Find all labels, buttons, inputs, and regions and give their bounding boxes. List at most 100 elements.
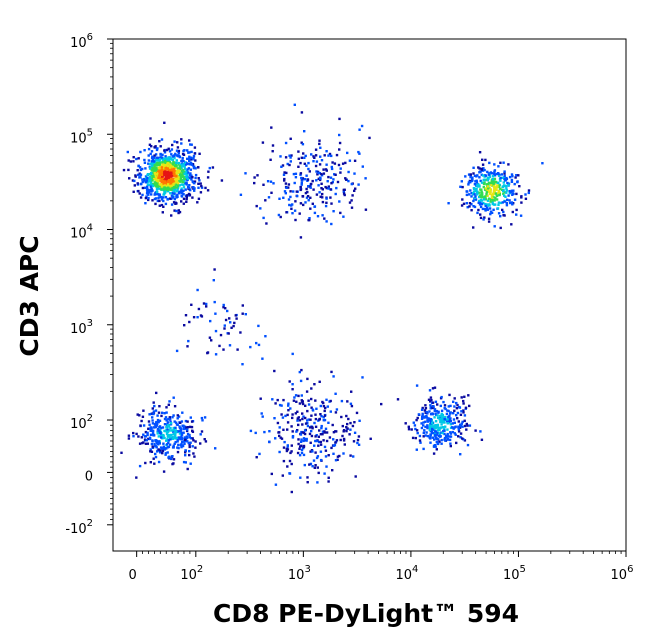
event-dot — [477, 166, 480, 169]
event-dot — [165, 426, 168, 429]
event-dot — [294, 200, 297, 203]
event-dot — [335, 186, 338, 190]
event-dot — [166, 421, 169, 424]
event-dot — [190, 178, 193, 181]
event-dot — [203, 416, 207, 419]
event-dot — [297, 416, 300, 419]
event-dot — [489, 198, 493, 201]
event-dot — [339, 438, 342, 442]
event-dot — [297, 423, 300, 427]
event-dot — [479, 179, 482, 183]
event-dot — [153, 146, 156, 149]
event-dot — [507, 183, 510, 187]
event-dot — [148, 175, 152, 179]
x-tick-label: 105 — [503, 564, 526, 583]
event-dot — [148, 178, 152, 182]
event-dot — [282, 196, 285, 199]
event-dot — [364, 177, 367, 180]
event-dot — [443, 406, 446, 410]
event-dot — [428, 389, 432, 392]
event-dot — [274, 437, 277, 440]
event-dot — [162, 184, 165, 188]
event-dot — [158, 419, 162, 422]
event-dot — [175, 349, 179, 353]
event-dot — [222, 303, 225, 307]
event-dot — [300, 181, 303, 184]
event-dot — [455, 402, 458, 405]
event-dot — [501, 176, 504, 179]
event-dot — [149, 461, 152, 464]
event-dot — [291, 436, 295, 439]
event-dot — [166, 451, 169, 454]
event-dot — [436, 423, 440, 427]
event-dot — [436, 442, 439, 446]
event-dot — [281, 474, 284, 477]
event-dot — [312, 188, 315, 191]
event-dot — [307, 403, 311, 406]
event-dot — [184, 171, 188, 174]
event-dot — [456, 417, 459, 420]
event-dot — [190, 162, 193, 165]
event-dot — [166, 170, 169, 174]
event-dot — [446, 432, 449, 436]
event-dot — [228, 344, 232, 347]
event-dot — [149, 433, 153, 436]
event-dot — [353, 421, 356, 424]
event-dot — [444, 425, 447, 428]
event-dot — [483, 216, 486, 219]
event-dot — [497, 181, 500, 185]
event-dot — [440, 438, 443, 442]
event-dot — [162, 445, 165, 448]
event-dot — [478, 199, 481, 203]
event-dot — [323, 414, 327, 417]
event-dot — [481, 207, 485, 211]
event-dot — [269, 180, 273, 183]
event-dot — [171, 196, 174, 199]
event-dot — [527, 191, 530, 195]
event-dot — [342, 188, 345, 192]
event-dot — [156, 432, 159, 435]
event-dot — [473, 193, 476, 196]
event-dot — [177, 152, 180, 155]
event-dot — [151, 440, 154, 443]
event-dot — [493, 177, 497, 181]
event-dot — [496, 184, 499, 187]
event-dot — [495, 198, 499, 201]
event-dot — [138, 414, 141, 417]
event-dot — [298, 419, 302, 422]
event-dot — [188, 453, 191, 457]
event-dot — [472, 205, 475, 208]
event-dot — [180, 431, 183, 434]
event-dot — [493, 163, 496, 166]
event-dot — [175, 149, 179, 152]
event-dot — [508, 199, 511, 202]
event-dot — [433, 433, 437, 436]
event-dot — [177, 163, 180, 166]
event-dot — [145, 192, 149, 195]
event-dot — [421, 406, 424, 410]
event-dot — [167, 456, 170, 459]
event-dot — [188, 450, 191, 453]
event-dot — [158, 442, 161, 445]
event-dot — [180, 142, 183, 145]
event-dot — [148, 162, 152, 166]
event-dot — [300, 111, 304, 114]
event-dot — [484, 187, 488, 190]
event-dot — [311, 408, 314, 411]
event-dot — [482, 167, 485, 170]
event-dot — [157, 156, 160, 160]
event-dot — [239, 193, 243, 196]
event-dot — [170, 203, 174, 206]
event-dot — [322, 439, 325, 442]
event-dot — [135, 157, 138, 161]
event-dot — [289, 137, 292, 140]
event-dot — [428, 417, 431, 421]
event-dot — [357, 435, 361, 438]
event-dot — [298, 212, 301, 215]
event-dot — [280, 165, 283, 168]
event-dot — [441, 414, 445, 417]
event-dot — [266, 180, 270, 183]
event-dot — [308, 426, 312, 429]
event-dot — [191, 176, 194, 179]
event-dot — [137, 173, 140, 177]
